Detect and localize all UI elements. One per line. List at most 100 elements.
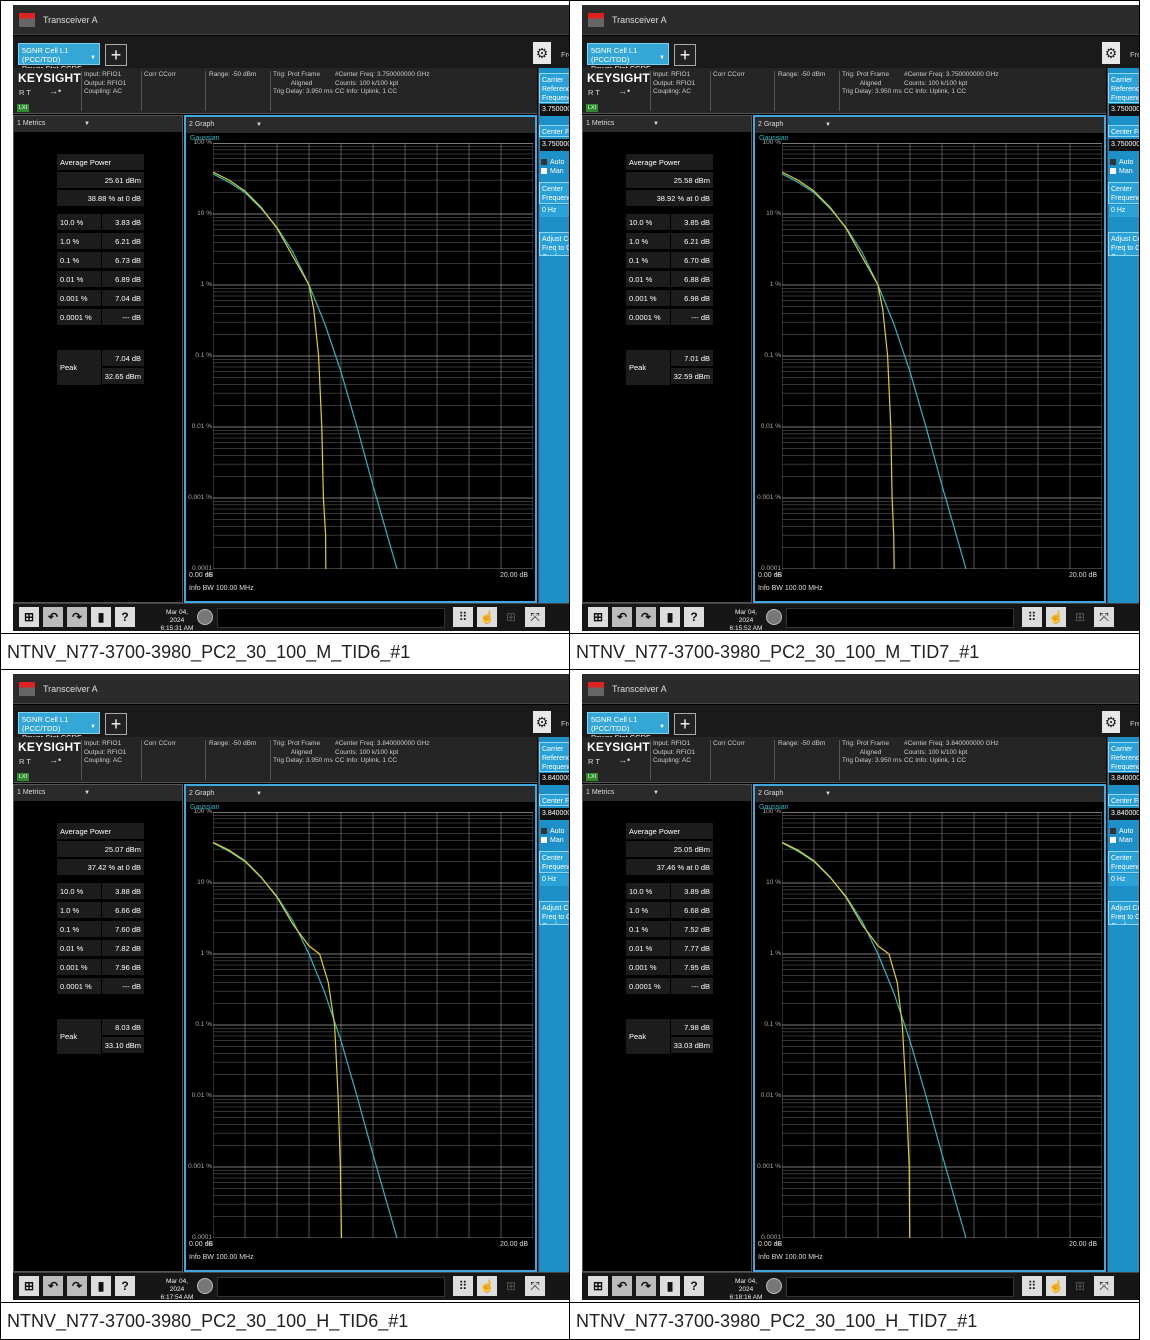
center-freq-offset-key[interactable]: Center Frequency Offset xyxy=(539,851,569,873)
input-info[interactable]: Input: RFIO1 Output: RFIO1 Coupling: AC xyxy=(84,71,127,95)
carrier-ref-freq-key[interactable]: Carrier Reference Frequency xyxy=(1108,73,1139,103)
freq-settings-tab[interactable]: Freq xyxy=(561,50,569,59)
carrier-ref-freq-value[interactable]: 3.750000000 GHz xyxy=(540,104,569,116)
tab-measurement[interactable]: 5GNR Cell L1 (PCC/TDD) Power Stat CCDF ▼ xyxy=(587,712,669,742)
windows-layout-icon[interactable]: ⊞ xyxy=(1074,610,1086,624)
corr-info[interactable]: Corr CCorr xyxy=(713,740,745,747)
carrier-ref-freq-value[interactable]: 3.840000000 GHz xyxy=(540,773,569,785)
freq-settings-tab[interactable]: Fre xyxy=(1130,719,1139,728)
corr-info[interactable]: Corr CCorr xyxy=(144,740,176,747)
center-freq-info[interactable]: #Center Freq: 3.750000000 GHz Counts: 10… xyxy=(335,71,430,95)
metrics-window-header[interactable]: 1 Metrics ▼ xyxy=(14,116,182,132)
carrier-ref-freq-key[interactable]: Carrier Reference Frequency xyxy=(539,73,569,103)
windows-layout-icon[interactable]: ⊞ xyxy=(505,1279,517,1293)
windows-icon[interactable]: ⊞ xyxy=(19,607,39,627)
redo-icon[interactable]: ↷ xyxy=(67,607,87,627)
trigger-info[interactable]: Trig: Prot Frame Aligned Trig Delay: 3.9… xyxy=(842,740,902,764)
keypad-icon[interactable]: ⠿ xyxy=(453,1276,473,1296)
center-freq-value[interactable]: 3.840000000 GHz xyxy=(1109,808,1139,820)
man-option[interactable]: Man xyxy=(541,167,564,176)
range-info[interactable]: Range: -50 dBm xyxy=(778,740,826,747)
graph-window-header[interactable]: 2 Graph ▼ xyxy=(186,786,535,802)
freq-settings-tab[interactable]: Fre xyxy=(1130,50,1139,59)
file-icon[interactable]: ▮ xyxy=(91,607,111,627)
metrics-window-header[interactable]: 1 Metrics ▼ xyxy=(14,785,182,801)
add-tab-button[interactable]: + xyxy=(105,713,127,735)
gear-icon[interactable]: ⚙ xyxy=(533,42,551,64)
adjust-center-freq-button[interactable]: Adjust Center Freq to Carrier Conf xyxy=(1108,901,1139,925)
help-icon[interactable]: ? xyxy=(684,1276,704,1296)
carrier-ref-freq-key[interactable]: Carrier Reference Frequency xyxy=(1108,742,1139,772)
corr-info[interactable]: Corr CCorr xyxy=(713,71,745,78)
center-freq-key[interactable]: Center Frequency xyxy=(539,125,569,137)
auto-option[interactable]: Auto xyxy=(1110,827,1133,836)
graph-window-header[interactable]: 2 Graph ▼ xyxy=(755,786,1104,802)
gear-icon[interactable]: ⚙ xyxy=(1102,42,1120,64)
chat-icon[interactable] xyxy=(197,609,213,625)
chat-icon[interactable] xyxy=(766,609,782,625)
carrier-ref-freq-value[interactable]: 3.840000000 GHz xyxy=(1109,773,1139,785)
add-tab-button[interactable]: + xyxy=(674,44,696,66)
redo-icon[interactable]: ↷ xyxy=(636,1276,656,1296)
center-freq-value[interactable]: 3.750000000 GHz xyxy=(540,139,569,151)
help-icon[interactable]: ? xyxy=(684,607,704,627)
range-info[interactable]: Range: -50 dBm xyxy=(209,71,257,78)
touch-icon[interactable]: ☝ xyxy=(1046,1276,1066,1296)
redo-icon[interactable]: ↷ xyxy=(636,607,656,627)
add-tab-button[interactable]: + xyxy=(674,713,696,735)
fullscreen-icon[interactable]: ⤧ xyxy=(525,1276,545,1296)
center-freq-value[interactable]: 3.840000000 GHz xyxy=(540,808,569,820)
gear-icon[interactable]: ⚙ xyxy=(1102,711,1120,733)
undo-icon[interactable]: ↶ xyxy=(43,1276,63,1296)
windows-layout-icon[interactable]: ⊞ xyxy=(505,610,517,624)
fullscreen-icon[interactable]: ⤧ xyxy=(1094,607,1114,627)
center-freq-value[interactable]: 3.750000000 GHz xyxy=(1109,139,1139,151)
man-option[interactable]: Man xyxy=(1110,167,1133,176)
carrier-ref-freq-value[interactable]: 3.750000000 GHz xyxy=(1109,104,1139,116)
trigger-info[interactable]: Trig: Prot Frame Aligned Trig Delay: 3.9… xyxy=(842,71,902,95)
center-freq-offset-key[interactable]: Center Frequency Offset xyxy=(1108,182,1139,204)
adjust-center-freq-button[interactable]: Adjust Center Freq to Carrier Conf xyxy=(1108,232,1139,256)
windows-layout-icon[interactable]: ⊞ xyxy=(1074,1279,1086,1293)
ccdf-plot[interactable] xyxy=(213,143,533,569)
adjust-center-freq-button[interactable]: Adjust Center Freq to Carrier Conf xyxy=(539,232,569,256)
auto-option[interactable]: Auto xyxy=(1110,158,1133,167)
graph-window-header[interactable]: 2 Graph ▼ xyxy=(755,117,1104,133)
fullscreen-icon[interactable]: ⤧ xyxy=(525,607,545,627)
undo-icon[interactable]: ↶ xyxy=(612,607,632,627)
tab-measurement[interactable]: 5GNR Cell L1 (PCC/TDD) Power Stat CCDF ▼ xyxy=(18,712,100,742)
center-freq-offset-value[interactable]: 0 Hz xyxy=(540,874,569,886)
undo-icon[interactable]: ↶ xyxy=(612,1276,632,1296)
chat-icon[interactable] xyxy=(197,1278,213,1294)
help-icon[interactable]: ? xyxy=(115,1276,135,1296)
center-freq-info[interactable]: #Center Freq: 3.750000000 GHz Counts: 10… xyxy=(904,71,999,95)
keypad-icon[interactable]: ⠿ xyxy=(453,607,473,627)
keypad-icon[interactable]: ⠿ xyxy=(1022,607,1042,627)
trigger-info[interactable]: Trig: Prot Frame Aligned Trig Delay: 3.9… xyxy=(273,71,333,95)
freq-settings-tab[interactable]: Fre xyxy=(561,719,569,728)
center-freq-key[interactable]: Center Frequency xyxy=(539,794,569,806)
ccdf-plot[interactable] xyxy=(782,812,1102,1238)
add-tab-button[interactable]: + xyxy=(105,44,127,66)
range-info[interactable]: Range: -50 dBm xyxy=(778,71,826,78)
auto-option[interactable]: Auto xyxy=(541,158,564,167)
graph-window-header[interactable]: 2 Graph ▼ xyxy=(186,117,535,133)
tab-measurement[interactable]: 5GNR Cell L1 (PCC/TDD) Power Stat CCDF ▼ xyxy=(587,43,669,73)
man-option[interactable]: Man xyxy=(1110,836,1133,845)
center-freq-offset-key[interactable]: Center Frequency Offset xyxy=(1108,851,1139,873)
touch-icon[interactable]: ☝ xyxy=(477,1276,497,1296)
touch-icon[interactable]: ☝ xyxy=(1046,607,1066,627)
help-icon[interactable]: ? xyxy=(115,607,135,627)
range-info[interactable]: Range: -50 dBm xyxy=(209,740,257,747)
chat-icon[interactable] xyxy=(766,1278,782,1294)
carrier-ref-freq-key[interactable]: Carrier Reference Frequency xyxy=(539,742,569,772)
corr-info[interactable]: Corr CCorr xyxy=(144,71,176,78)
touch-icon[interactable]: ☝ xyxy=(477,607,497,627)
file-icon[interactable]: ▮ xyxy=(660,1276,680,1296)
center-freq-offset-value[interactable]: 0 Hz xyxy=(1109,205,1139,217)
center-freq-offset-value[interactable]: 0 Hz xyxy=(1109,874,1139,886)
undo-icon[interactable]: ↶ xyxy=(43,607,63,627)
man-option[interactable]: Man xyxy=(541,836,564,845)
input-info[interactable]: Input: RFIO1 Output: RFIO1 Coupling: AC xyxy=(84,740,127,764)
center-freq-key[interactable]: Center Frequency xyxy=(1108,794,1139,806)
